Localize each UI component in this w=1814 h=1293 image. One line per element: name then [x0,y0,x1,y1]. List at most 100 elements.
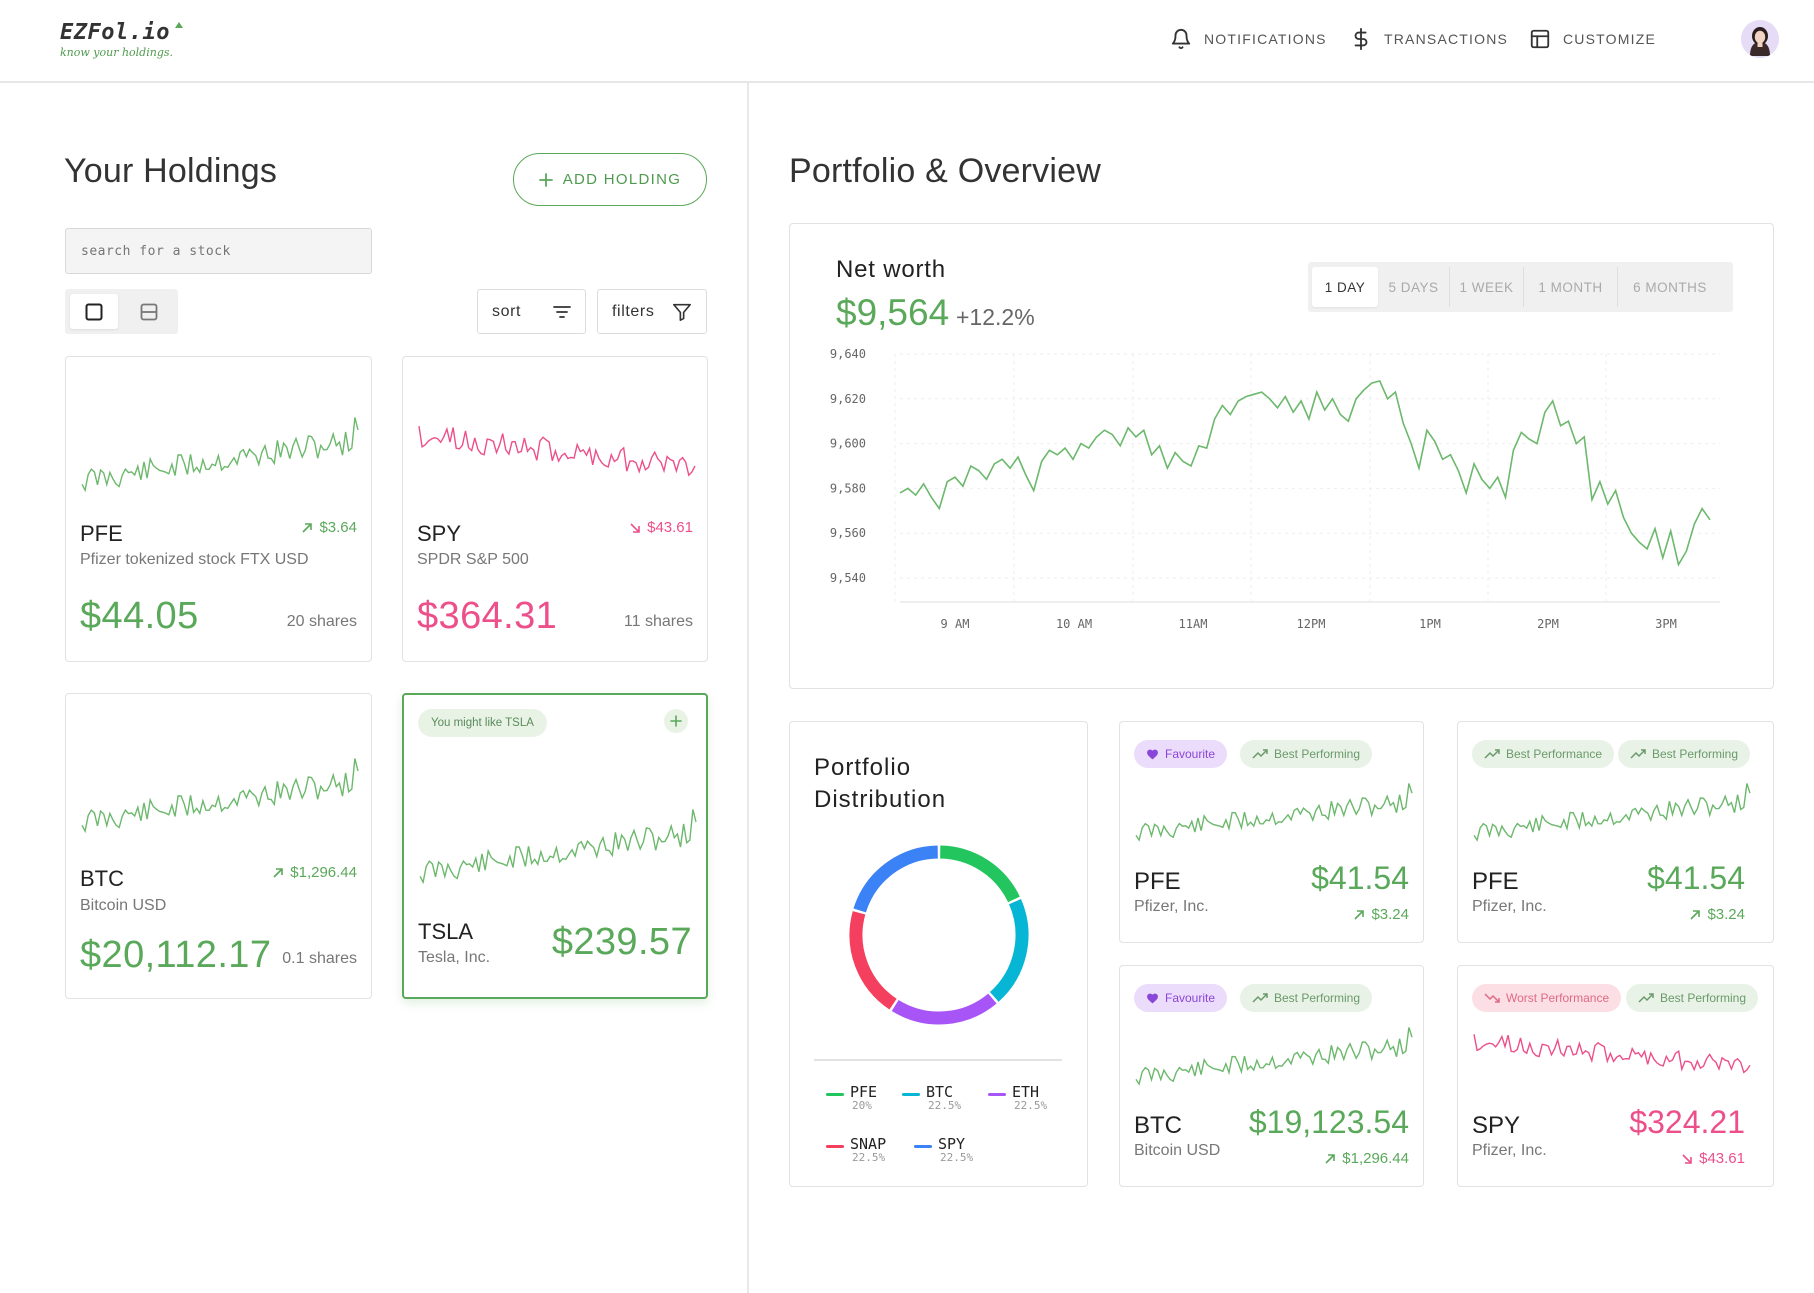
mini-name: Pfizer, Inc. [1134,898,1209,915]
trending-up-icon [1630,749,1646,759]
y-tick-label: 9,560 [830,526,866,540]
donut-slice-eth[interactable] [891,993,997,1025]
tab-1-day[interactable]: 1 DAY [1312,267,1378,307]
tab-5-days[interactable]: 5 DAYS [1378,267,1450,307]
trending-up-icon [1638,993,1654,1003]
legend-label: BTC [926,1083,954,1101]
avatar[interactable] [1741,20,1779,58]
y-tick-label: 9,540 [830,571,866,585]
filters-button[interactable]: filters [597,289,707,334]
holding-shares: 0.1 shares [282,950,357,967]
mini-change-value: $1,296.44 [1342,1150,1409,1167]
pfe-sparkline [81,417,359,493]
nav-customize[interactable]: CUSTOMIZE [1529,28,1656,50]
legend-pct: 22.5% [852,1151,886,1164]
x-tick-label: 11AM [1179,617,1208,631]
mini-card-pfe-2[interactable]: Best Performance Best Performing PFE Pfi… [1457,721,1774,943]
pfe-mini-sparkline [1473,783,1751,842]
arrow-down-right-icon [630,522,640,533]
holding-ticker: BTC [80,866,124,891]
mini-change-value: $43.61 [1699,1150,1745,1167]
holding-change-value: $1,296.44 [290,864,357,881]
holding-price: $44.05 [80,595,199,637]
holding-card-tsla-suggestion[interactable]: You might like TSLA TSLA Tesla, Inc. $23… [402,693,708,999]
worst-performance-chip: Worst Performance [1472,984,1622,1012]
logo-name: EZFol.io [60,20,170,45]
legend-pct: 22.5% [928,1099,962,1112]
mini-change: $43.61 [1681,1150,1745,1167]
distribution-title: Portfolio Distribution [814,752,994,816]
arrow-up-right-icon [302,522,313,533]
pfe-mini-sparkline [1135,783,1413,842]
holdings-title: Your Holdings [64,152,278,190]
net-worth-change: +12.2% [956,304,1035,330]
arrow-up-right-icon [273,867,284,878]
holding-name: SPDR S&P 500 [417,551,529,568]
tab-1-week[interactable]: 1 WEEK [1450,267,1524,307]
holding-card-btc[interactable]: BTC $1,296.44 Bitcoin USD $20,112.17 0.1… [65,693,372,999]
sort-button[interactable]: sort [477,289,586,334]
heart-icon [1147,749,1158,760]
arrow-up-right-icon [1325,1153,1336,1164]
sort-label: sort [492,302,522,320]
legend-item-pfe: PFE 20% [826,1084,877,1111]
spy-mini-sparkline [1473,1034,1751,1074]
add-holding-label: ADD HOLDING [562,171,682,188]
search-input[interactable] [65,228,372,274]
mini-change-value: $3.24 [1707,906,1745,923]
suggestion-chip: You might like TSLA [418,709,547,737]
nav-transactions[interactable]: TRANSACTIONS [1350,28,1508,50]
chip-label: Best Performance [1506,747,1603,761]
grid-view-button[interactable] [70,294,118,329]
logo[interactable]: EZFol.io know your holdings. [60,20,183,59]
arrow-up-right-icon [1354,909,1365,920]
trending-up-icon [1252,749,1268,759]
x-tick-label: 12PM [1297,617,1326,631]
mini-price: $19,123.54 [1248,1104,1409,1140]
mini-card-btc[interactable]: Favourite Best Performing BTC Bitcoin US… [1119,965,1424,1187]
y-tick-label: 9,580 [830,481,866,495]
holding-card-pfe[interactable]: PFE $3.64 Pfizer tokenized stock FTX USD… [65,356,372,662]
add-suggestion-button[interactable] [664,709,688,733]
overview-title: Portfolio & Overview [789,152,1101,190]
mini-card-spy[interactable]: Worst Performance Best Performing SPY Pf… [1457,965,1774,1187]
nav-notifications[interactable]: NOTIFICATIONS [1170,28,1327,50]
tab-1-month[interactable]: 1 MONTH [1524,267,1618,307]
trending-up-icon [1252,993,1268,1003]
y-tick-label: 9,600 [830,437,866,451]
trending-down-icon [1484,993,1500,1003]
legend-swatch [914,1145,932,1148]
mini-change: $1,296.44 [1324,1150,1409,1167]
legend-pct: 22.5% [940,1151,974,1164]
donut-slice-spy[interactable] [853,845,939,913]
holding-change: $43.61 [629,519,693,536]
sparkline-path [1473,783,1751,842]
donut-slice-btc[interactable] [989,899,1029,1002]
mini-ticker: SPY [1472,1112,1521,1139]
holding-shares: 20 shares [286,613,357,630]
plus-icon [670,715,682,727]
sort-lines-icon [553,305,571,318]
mini-price: $41.54 [1311,860,1409,896]
holding-card-spy[interactable]: SPY $43.61 SPDR S&P 500 $364.31 11 share… [402,356,708,662]
donut-slice-snap[interactable] [849,911,897,1010]
mini-card-pfe-1[interactable]: Favourite Best Performing PFE Pfizer, In… [1119,721,1424,943]
tab-6-months[interactable]: 6 MONTHS [1633,279,1707,295]
layout-icon [1530,29,1550,49]
holding-change-value: $43.61 [647,519,693,536]
legend-swatch [826,1145,844,1148]
donut-slice-pfe[interactable] [939,845,1020,903]
chip-label: Best Performing [1660,991,1747,1005]
x-tick-label: 10 AM [1056,617,1092,631]
best-performing-chip: Best Performing [1626,984,1759,1012]
legend-swatch [902,1093,920,1096]
list-view-button[interactable] [125,294,173,329]
mini-ticker: PFE [1134,868,1181,895]
top-bar: EZFol.io know your holdings. NOTIFICATIO… [0,0,1814,83]
sparkline-path [81,758,359,834]
legend-divider [814,1059,1062,1061]
distribution-donut-chart [849,845,1029,1025]
add-holding-button[interactable]: ADD HOLDING [513,153,707,206]
x-tick-label: 2PM [1537,617,1559,631]
tsla-sparkline [419,809,697,885]
